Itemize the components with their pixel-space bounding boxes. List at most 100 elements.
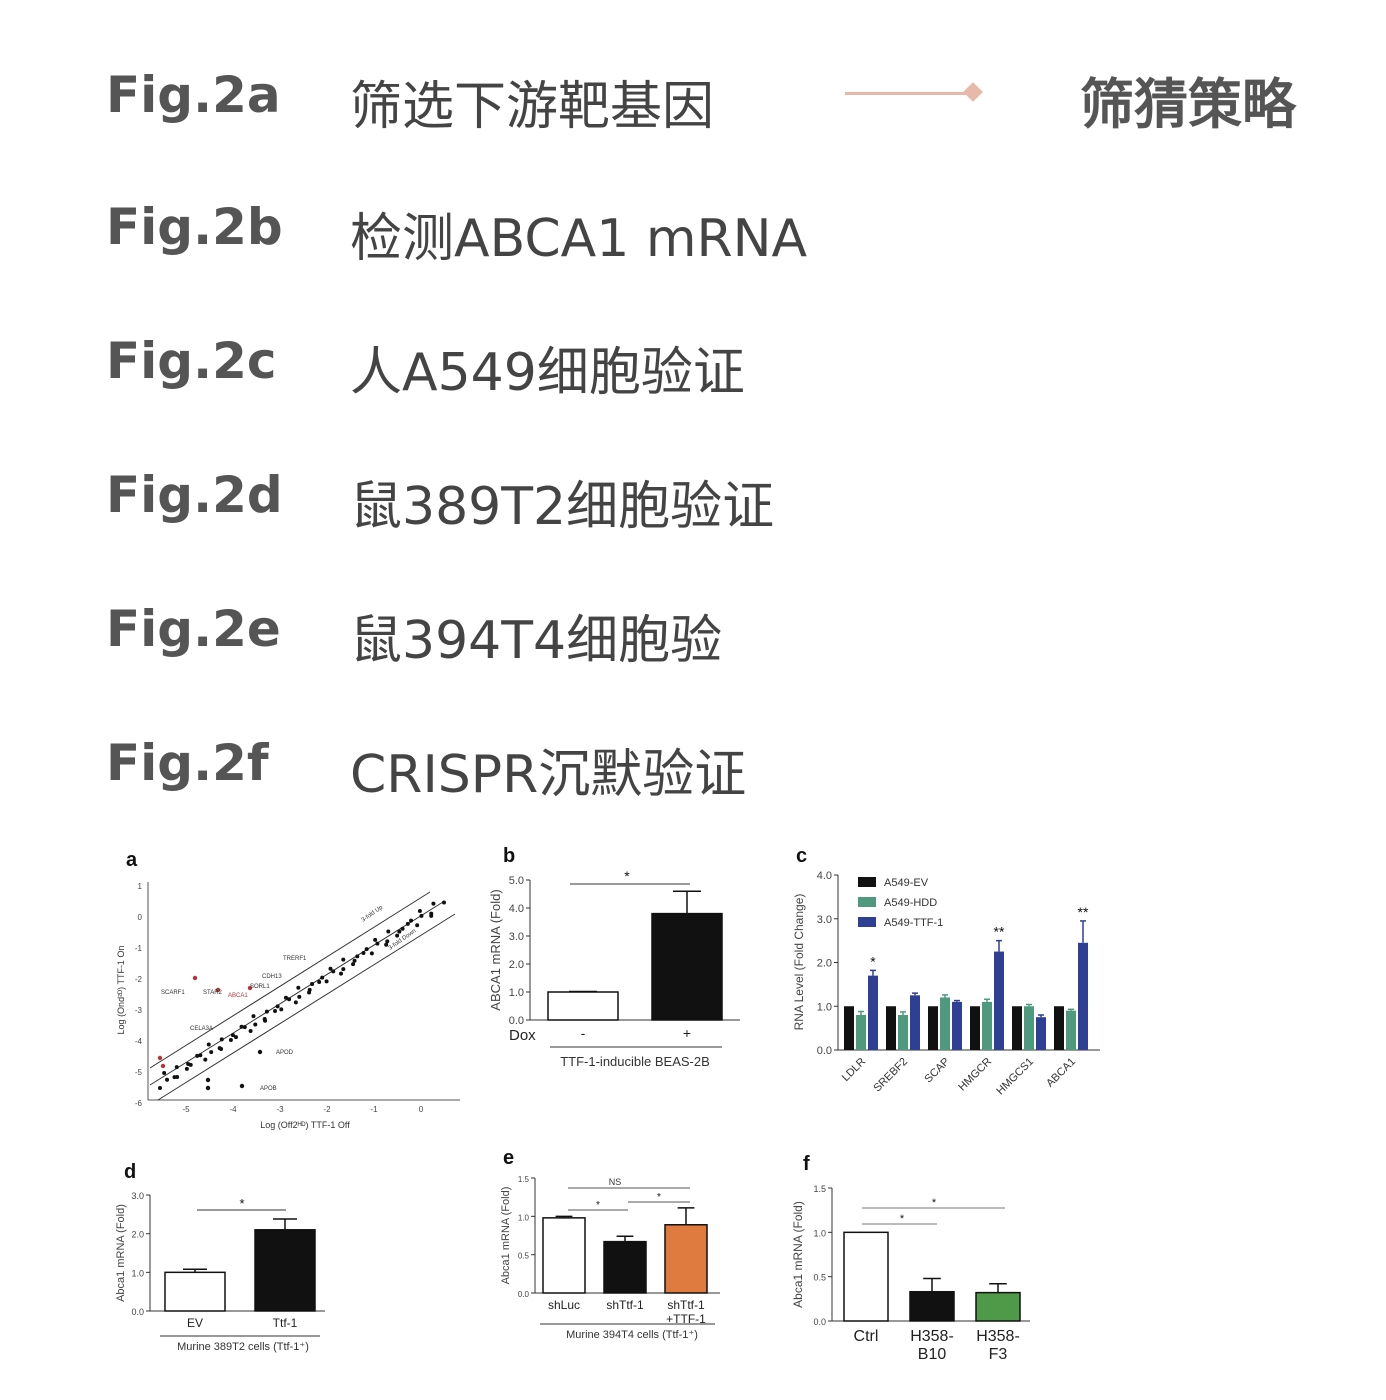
bar	[928, 1006, 938, 1050]
data-point	[195, 1053, 200, 1058]
bar	[1036, 1017, 1046, 1050]
data-point	[328, 966, 333, 971]
category-label: LDLR	[840, 1056, 868, 1084]
data-point	[386, 929, 391, 934]
bar	[898, 1015, 908, 1050]
panel-a-letter: a	[126, 849, 138, 871]
panel-b: b 5.0 4.0 3.0 2.0 1.0 0.0 ABCA1 mRNA (Fold) - + D…	[488, 845, 740, 1069]
y-tick-label: 0.5	[813, 1273, 826, 1283]
sig-marker: NS	[609, 1177, 622, 1187]
data-point	[293, 1000, 298, 1005]
category-label: shTtf-1	[667, 1298, 705, 1312]
data-point	[165, 1077, 170, 1082]
y-tick-label: 2.0	[131, 1230, 144, 1240]
fig-label-2a: Fig.2a	[106, 66, 281, 124]
data-point	[310, 981, 315, 986]
category-label: +	[683, 1025, 691, 1041]
y-axis-label: ABCA1 mRNA (Fold)	[488, 889, 503, 1010]
data-point	[158, 1086, 162, 1090]
sig-marker: *	[624, 868, 630, 884]
data-point	[409, 918, 414, 923]
data-point	[397, 929, 402, 934]
category-label: Ttf-1	[273, 1316, 298, 1330]
bar	[994, 951, 1004, 1050]
fold-up-line	[149, 891, 431, 1069]
bar	[856, 1015, 866, 1050]
bar	[975, 1291, 1021, 1322]
data-point	[324, 979, 329, 984]
data-point	[279, 1007, 284, 1012]
bar	[940, 997, 950, 1050]
category-label: +TTF-1	[666, 1312, 706, 1326]
category-label: Ctrl	[854, 1328, 879, 1345]
y-tick-label: 2.0	[509, 959, 524, 971]
data-point	[405, 921, 410, 926]
annotation-label: TRERF1	[283, 956, 307, 962]
data-point	[351, 962, 356, 967]
diagonal-line	[149, 901, 444, 1086]
data-point-down	[205, 1077, 211, 1083]
fig-label-2b: Fig.2b	[106, 198, 283, 256]
data-point	[230, 1033, 235, 1038]
bar	[1024, 1006, 1034, 1050]
bar	[909, 1290, 955, 1322]
bar	[886, 1006, 896, 1050]
data-point	[206, 1042, 211, 1047]
x-tick-label: -1	[370, 1105, 378, 1114]
legend-label: A549-HDD	[884, 897, 937, 909]
fig-desc-2b: 检测ABCA1 mRNA	[350, 209, 808, 269]
strategy-label: 筛猜策略	[1080, 73, 1296, 136]
data-point	[419, 913, 424, 918]
data-point	[364, 947, 369, 952]
data-point	[188, 1062, 193, 1067]
data-point	[331, 969, 336, 974]
x-axis-label: Murine 389T2 cells (Ttf-1⁺)	[177, 1341, 309, 1353]
x-tick-label: 0	[419, 1105, 424, 1114]
y-tick-label: 1.0	[817, 1001, 832, 1013]
data-point	[415, 923, 420, 928]
data-point	[431, 901, 436, 906]
annotation-label: SORL1	[250, 984, 270, 990]
bar	[1054, 1006, 1064, 1050]
annotation-label: ABCA1	[228, 993, 248, 999]
y-tick-label: 1.0	[131, 1268, 144, 1278]
data-point	[385, 939, 390, 944]
data-point	[233, 1035, 238, 1040]
bar	[1078, 942, 1088, 1050]
bar	[868, 975, 878, 1050]
data-point-down	[205, 1085, 211, 1091]
data-point	[361, 950, 366, 955]
fig-desc-2d: 鼠389T2细胞验证	[350, 477, 775, 537]
annotation-label: CDH13	[262, 974, 282, 980]
sig-marker: *	[900, 1213, 905, 1225]
data-point-up	[157, 1055, 163, 1061]
data-point-up	[192, 975, 198, 981]
y-tick-label: 5.0	[509, 875, 524, 887]
category-label: shLuc	[548, 1298, 580, 1312]
data-point	[174, 1065, 179, 1070]
fig-label-2e: Fig.2e	[106, 600, 281, 658]
data-point	[307, 990, 312, 995]
bar	[651, 912, 723, 1021]
data-point	[198, 1053, 203, 1058]
data-point	[373, 937, 378, 942]
y-tick-label: 1.0	[518, 1213, 530, 1222]
data-point	[248, 1029, 253, 1034]
sig-marker: *	[596, 1200, 600, 1211]
dox-label: Dox	[509, 1027, 536, 1044]
data-point	[339, 971, 344, 976]
data-point	[441, 900, 446, 905]
bar	[603, 1240, 647, 1294]
x-axis-label: TTF-1-inducible BEAS-2B	[560, 1054, 710, 1069]
y-axis-label: Abca1 mRNA (Fold)	[791, 1201, 805, 1308]
y-tick-label: -2	[135, 975, 143, 984]
data-point	[162, 1071, 167, 1076]
x-tick-label: -4	[229, 1105, 237, 1114]
y-tick-label: 4.0	[509, 903, 524, 915]
data-point	[352, 958, 357, 963]
fig-desc-2f: CRISPR沉默验证	[350, 745, 747, 805]
category-label: H358-	[910, 1328, 954, 1345]
data-point	[417, 909, 422, 914]
y-tick-label: 1	[138, 882, 143, 891]
data-point	[273, 1009, 278, 1014]
